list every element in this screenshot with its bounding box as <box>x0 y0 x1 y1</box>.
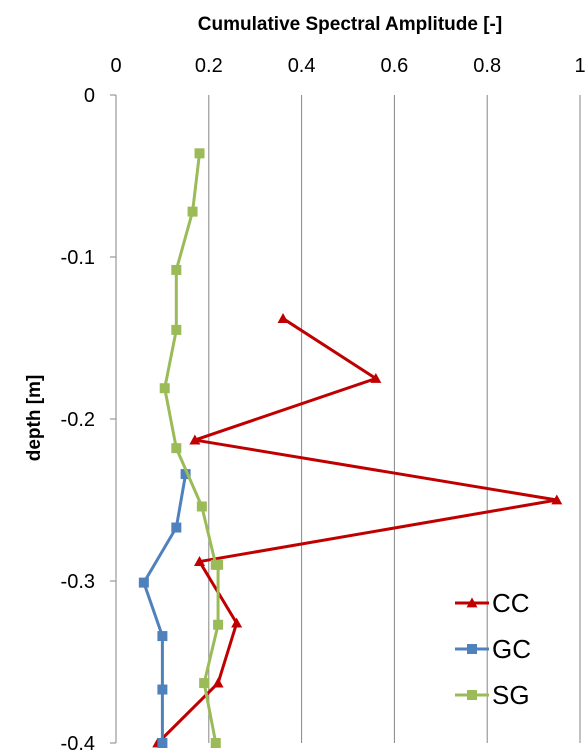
data-point-cc <box>370 373 382 383</box>
data-point-sg <box>194 148 205 159</box>
data-point-sg <box>213 619 224 630</box>
data-point-sg <box>171 264 182 275</box>
x-tick-label: 0.4 <box>288 55 316 77</box>
series-line-sg <box>163 153 220 744</box>
data-point-cc <box>551 494 563 505</box>
data-point-gc <box>157 684 168 695</box>
legend-marker-sg <box>467 690 477 700</box>
legend-label-sg: SG <box>492 680 530 710</box>
data-point-sg <box>171 443 182 454</box>
data-point-cc <box>231 617 243 628</box>
data-point-sg <box>187 206 198 217</box>
data-point-sg <box>171 324 182 335</box>
x-tick-label: 0.6 <box>380 55 408 77</box>
series-sg <box>159 148 224 748</box>
chart-title: Cumulative Spectral Amplitude [-] <box>198 14 502 35</box>
data-point-sg <box>196 501 207 512</box>
data-point-gc <box>157 738 168 748</box>
data-point-cc <box>212 677 224 688</box>
y-tick-label: -0.4 <box>61 733 95 753</box>
legend-label-cc: CC <box>492 588 530 618</box>
x-tick-label: 0.2 <box>195 55 223 77</box>
x-tick-label: 0 <box>110 55 121 77</box>
y-tick-label: -0.1 <box>61 247 95 269</box>
y-tick-label: -0.3 <box>61 571 95 593</box>
data-point-sg <box>210 738 221 748</box>
legend-marker-cc <box>466 597 478 608</box>
data-point-gc <box>180 469 191 480</box>
series-line-cc <box>156 317 559 745</box>
y-tick-labels: 0 -0.1 -0.2 -0.3 -0.4 <box>61 85 95 753</box>
x-tick-labels: 0 0.2 0.4 0.6 0.8 1 <box>110 55 585 77</box>
x-tick-label: 0.8 <box>473 55 501 77</box>
series-cc <box>152 313 563 748</box>
y-tick-label: 0 <box>84 85 95 107</box>
legend-item-cc: CC <box>455 588 530 618</box>
series-gc <box>138 469 191 748</box>
data-point-sg <box>199 678 210 689</box>
legend-item-gc: GC <box>455 634 531 664</box>
data-point-gc <box>171 522 182 533</box>
data-point-gc <box>157 631 168 642</box>
data-point-sg <box>159 383 170 394</box>
data-point-cc <box>189 434 201 445</box>
series-line-gc <box>142 473 188 743</box>
legend-label-gc: GC <box>492 634 531 664</box>
data-point-sg <box>213 559 224 570</box>
legend: CC GC SG <box>455 588 531 710</box>
data-point-cc <box>194 556 206 566</box>
y-axis-label: depth [m] <box>24 375 45 462</box>
data-point-cc <box>277 313 289 323</box>
series-layer <box>138 148 563 748</box>
y-tick-label: -0.2 <box>61 409 95 431</box>
legend-item-sg: SG <box>455 680 530 710</box>
data-point-gc <box>138 577 149 588</box>
grid <box>208 95 581 743</box>
axes <box>110 94 117 744</box>
legend-marker-gc <box>467 644 477 654</box>
x-tick-label: 1 <box>574 55 585 77</box>
